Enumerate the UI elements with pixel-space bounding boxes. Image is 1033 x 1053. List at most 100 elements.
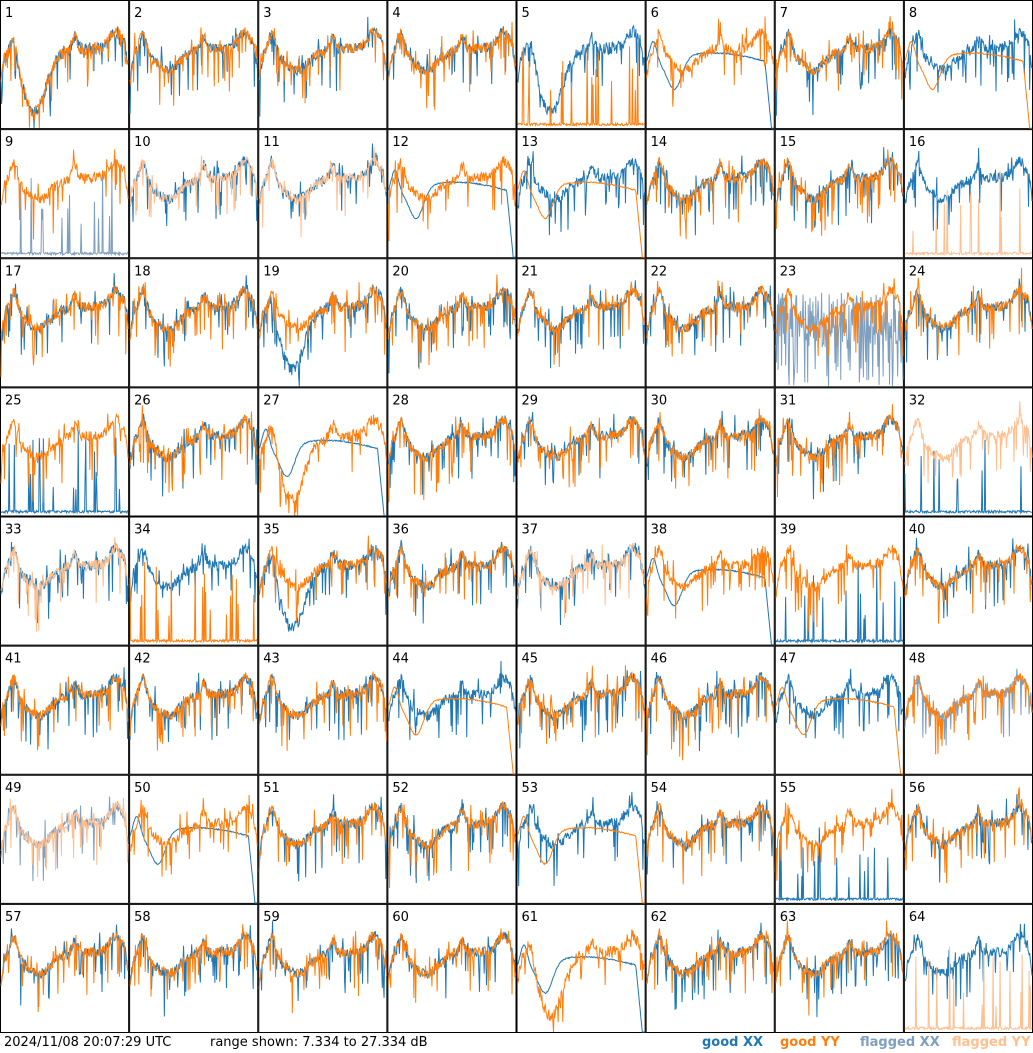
panel-24: 24 bbox=[903, 258, 1033, 388]
panel-frame bbox=[774, 129, 904, 259]
yy-series-line bbox=[387, 544, 516, 613]
xx-series-line bbox=[775, 931, 904, 1018]
yy-series-line bbox=[0, 412, 129, 504]
panel-label: 25 bbox=[5, 393, 22, 408]
yy-series-line bbox=[646, 802, 775, 885]
panel-13: 13 bbox=[516, 129, 646, 259]
panel-45: 45 bbox=[516, 645, 646, 775]
legend-good-yy: good YY bbox=[780, 1035, 840, 1050]
panel-64: 64 bbox=[903, 903, 1033, 1033]
panel-frame bbox=[645, 129, 775, 259]
panel-label: 26 bbox=[134, 393, 151, 408]
xx-series-line bbox=[258, 284, 387, 387]
panel-frame bbox=[516, 516, 646, 646]
panel-label: 8 bbox=[909, 6, 917, 21]
xx-series-line bbox=[646, 40, 774, 129]
xx-series-line bbox=[646, 922, 775, 1010]
panel-frame bbox=[387, 903, 517, 1033]
panel-28: 28 bbox=[387, 387, 517, 517]
panel-frame bbox=[258, 516, 388, 646]
xx-series-line bbox=[775, 825, 904, 902]
yy-series-line bbox=[646, 544, 775, 619]
yy-series-line bbox=[258, 146, 387, 238]
panel-label: 15 bbox=[780, 135, 797, 150]
yy-series-line bbox=[904, 40, 1032, 129]
panel-label: 63 bbox=[780, 910, 797, 925]
yy-series-line bbox=[904, 787, 1033, 884]
panel-frame bbox=[258, 387, 388, 517]
panel-46: 46 bbox=[645, 645, 775, 775]
panel-label: 51 bbox=[263, 781, 280, 796]
panel-label: 22 bbox=[651, 264, 668, 279]
panel-label: 49 bbox=[5, 781, 22, 796]
panel-57: 57 bbox=[0, 903, 130, 1033]
panel-frame bbox=[387, 387, 517, 517]
panel-36: 36 bbox=[387, 516, 517, 646]
panel-20: 20 bbox=[387, 258, 517, 388]
panel-29: 29 bbox=[516, 387, 646, 517]
xx-series-line bbox=[775, 414, 904, 500]
yy-series-line bbox=[775, 920, 904, 1016]
panel-41: 41 bbox=[0, 645, 130, 775]
yy-series-line bbox=[904, 673, 1033, 755]
panel-frame bbox=[774, 258, 904, 388]
panel-42: 42 bbox=[129, 645, 259, 775]
panel-label: 4 bbox=[392, 6, 400, 21]
xx-series-line bbox=[517, 944, 645, 1033]
panel-61: 61 bbox=[516, 903, 646, 1033]
panel-frame bbox=[645, 645, 775, 775]
xx-series-line bbox=[0, 796, 129, 882]
panel-19: 19 bbox=[258, 258, 388, 388]
panel-50: 50 bbox=[129, 774, 259, 904]
panel-40: 40 bbox=[903, 516, 1033, 646]
panel-12: 12 bbox=[387, 129, 517, 259]
panel-label: 24 bbox=[909, 264, 926, 279]
panel-10: 10 bbox=[129, 129, 259, 259]
panel-49: 49 bbox=[0, 774, 130, 904]
xx-series-line bbox=[129, 925, 258, 1017]
panel-label: 1 bbox=[5, 6, 13, 21]
panel-label: 23 bbox=[780, 264, 797, 279]
panel-label: 18 bbox=[134, 264, 151, 279]
panel-9: 9 bbox=[0, 129, 130, 259]
panel-35: 35 bbox=[258, 516, 388, 646]
panel-label: 20 bbox=[392, 264, 409, 279]
panel-frame bbox=[258, 903, 388, 1033]
xx-series-line bbox=[775, 668, 904, 739]
yy-series-line bbox=[259, 535, 387, 622]
panel-43: 43 bbox=[258, 645, 388, 775]
yy-series-line bbox=[646, 673, 775, 761]
yy-series-line bbox=[646, 156, 775, 240]
yy-series-line bbox=[258, 670, 387, 751]
range-label: range shown: 7.334 to 27.334 dB bbox=[210, 1035, 428, 1050]
panel-51: 51 bbox=[258, 774, 388, 904]
panel-label: 33 bbox=[5, 523, 22, 538]
panel-frame bbox=[129, 0, 259, 130]
panel-label: 41 bbox=[5, 652, 22, 667]
panel-label: 9 bbox=[5, 135, 13, 150]
panel-frame bbox=[774, 0, 904, 130]
yy-series-line bbox=[129, 405, 258, 493]
panel-label: 30 bbox=[651, 393, 668, 408]
panel-frame bbox=[258, 0, 388, 130]
panel-label: 48 bbox=[909, 652, 926, 667]
yy-series-line bbox=[775, 149, 904, 236]
panel-frame bbox=[258, 774, 388, 904]
panel-1: 1 bbox=[0, 0, 130, 130]
yy-series-line bbox=[387, 274, 516, 370]
panel-55: 55 bbox=[774, 774, 904, 904]
yy-series-line bbox=[0, 797, 129, 878]
yy-series-line bbox=[775, 544, 904, 632]
xx-series-line bbox=[904, 538, 1033, 619]
yy-series-line bbox=[0, 285, 129, 377]
yy-series-line bbox=[0, 27, 129, 129]
yy-series-line bbox=[775, 278, 904, 356]
panel-label: 29 bbox=[522, 393, 539, 408]
panel-frame bbox=[129, 258, 259, 388]
panel-label: 17 bbox=[5, 264, 22, 279]
panel-label: 2 bbox=[134, 6, 142, 21]
panel-5: 5 bbox=[516, 0, 646, 130]
panel-label: 59 bbox=[263, 910, 280, 925]
xx-series-line bbox=[388, 660, 516, 740]
panel-label: 56 bbox=[909, 781, 926, 796]
